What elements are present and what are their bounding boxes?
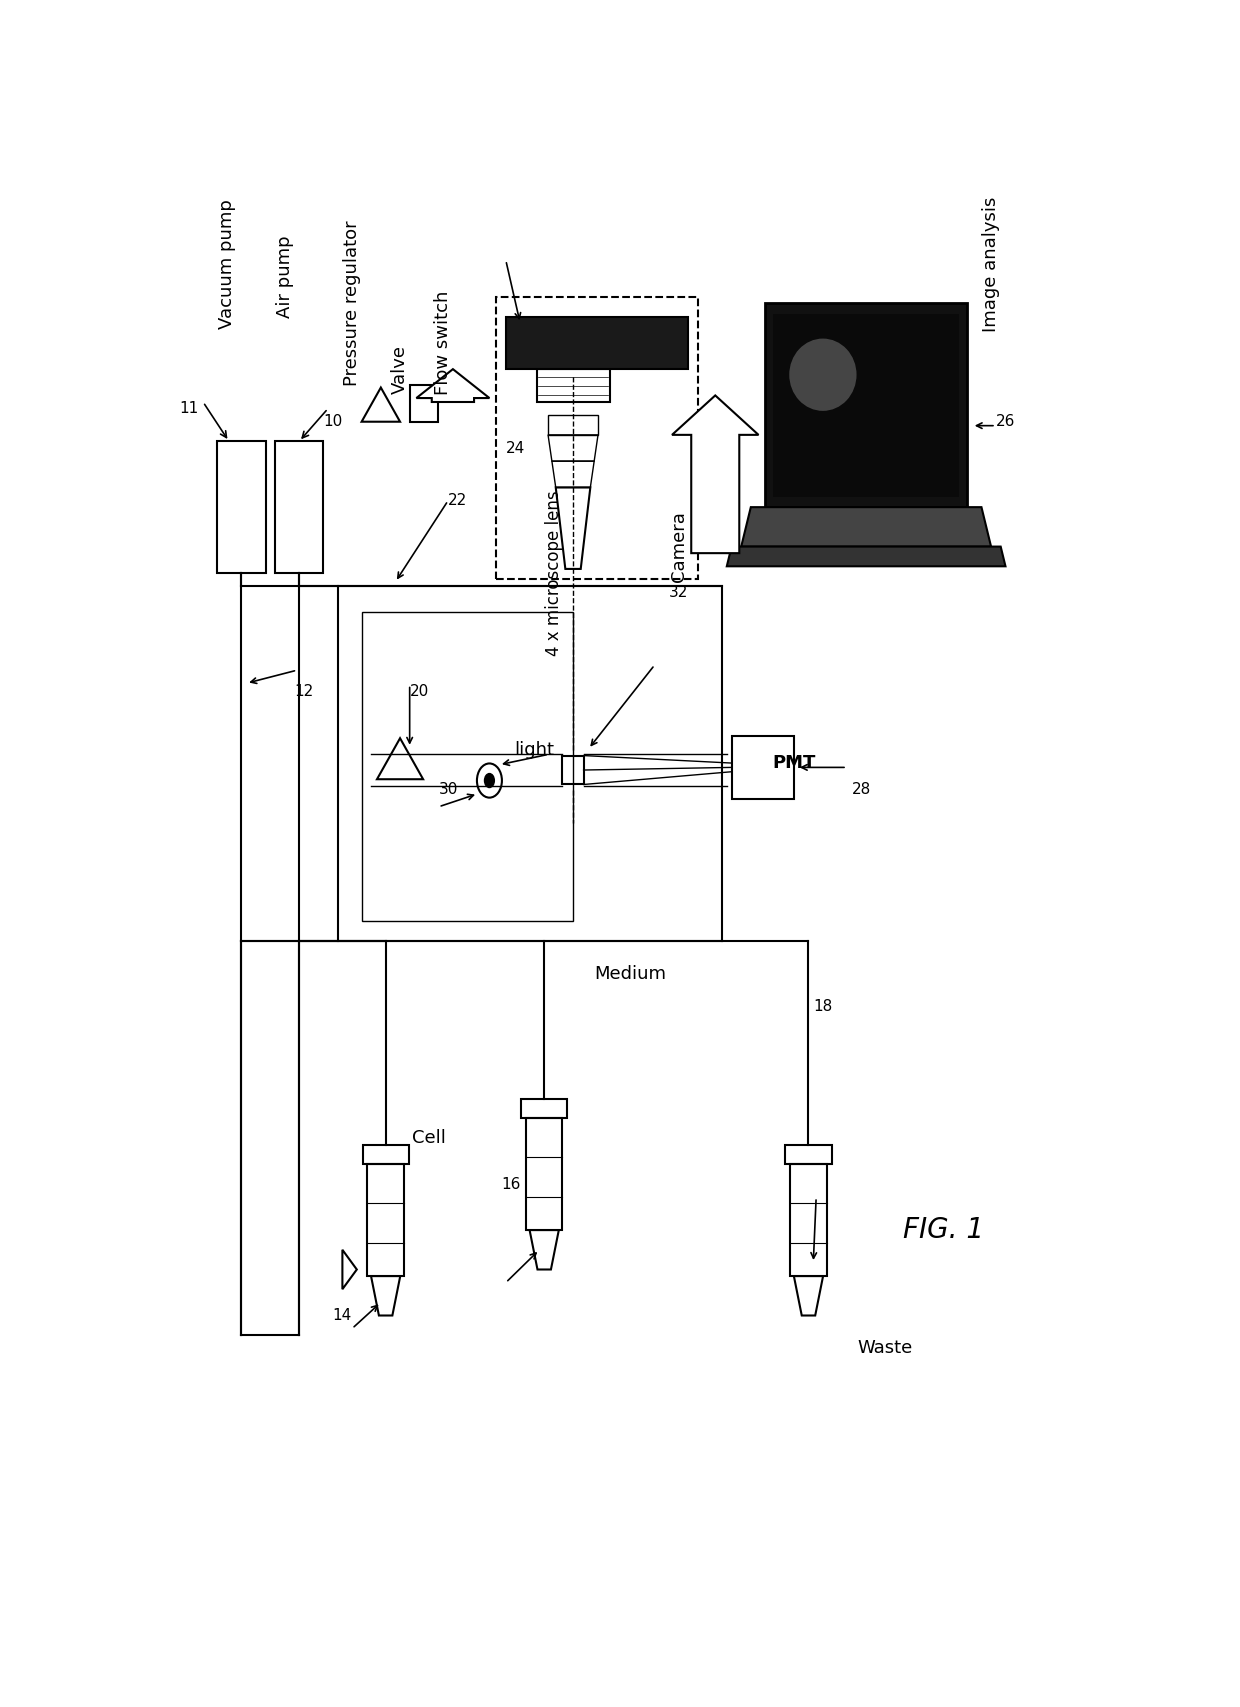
Text: Valve: Valve xyxy=(391,345,409,394)
Bar xyxy=(563,756,584,785)
Text: 22: 22 xyxy=(448,493,467,509)
Bar xyxy=(537,369,610,401)
Bar xyxy=(506,316,688,369)
Text: Image analysis: Image analysis xyxy=(982,196,1001,331)
Bar xyxy=(362,613,573,922)
Text: Camera: Camera xyxy=(670,510,688,582)
Circle shape xyxy=(484,773,495,789)
Bar xyxy=(362,1145,409,1164)
Bar xyxy=(367,1164,404,1277)
Text: 12: 12 xyxy=(294,685,314,698)
Text: 10: 10 xyxy=(324,415,342,428)
Text: 11: 11 xyxy=(179,401,198,417)
Polygon shape xyxy=(672,396,759,553)
Bar xyxy=(785,1145,832,1164)
Text: Waste: Waste xyxy=(858,1340,913,1357)
Polygon shape xyxy=(342,1250,357,1289)
Text: 26: 26 xyxy=(996,415,1016,428)
Text: 20: 20 xyxy=(409,685,429,698)
Bar xyxy=(765,304,967,507)
Polygon shape xyxy=(742,507,991,546)
Ellipse shape xyxy=(790,338,857,411)
Text: Medium: Medium xyxy=(595,964,667,983)
Text: 18: 18 xyxy=(813,999,832,1014)
Bar xyxy=(521,1099,567,1118)
Bar xyxy=(526,1118,563,1231)
Text: PMT: PMT xyxy=(773,754,816,773)
Text: 30: 30 xyxy=(439,782,458,797)
Polygon shape xyxy=(417,369,490,401)
Text: FIG. 1: FIG. 1 xyxy=(903,1215,983,1244)
Text: 14: 14 xyxy=(332,1308,352,1323)
Text: 16: 16 xyxy=(501,1176,521,1191)
Text: Vacuum pump: Vacuum pump xyxy=(218,200,236,329)
Bar xyxy=(732,736,794,799)
Bar xyxy=(409,384,439,422)
Text: 32: 32 xyxy=(670,586,688,601)
Text: 24: 24 xyxy=(506,440,525,456)
Text: Flow switch: Flow switch xyxy=(434,290,453,394)
Text: light: light xyxy=(515,741,554,760)
Text: 28: 28 xyxy=(852,782,870,797)
Text: Air pump: Air pump xyxy=(275,236,294,319)
Bar xyxy=(217,442,265,574)
Text: 4 x microscope lens: 4 x microscope lens xyxy=(544,490,563,655)
Text: Cell: Cell xyxy=(412,1128,446,1147)
Bar xyxy=(790,1164,827,1277)
Bar xyxy=(773,314,960,497)
Bar xyxy=(337,586,722,941)
Bar xyxy=(275,442,324,574)
Bar xyxy=(496,297,698,579)
Polygon shape xyxy=(727,546,1006,567)
Text: Pressure regulator: Pressure regulator xyxy=(343,220,361,386)
